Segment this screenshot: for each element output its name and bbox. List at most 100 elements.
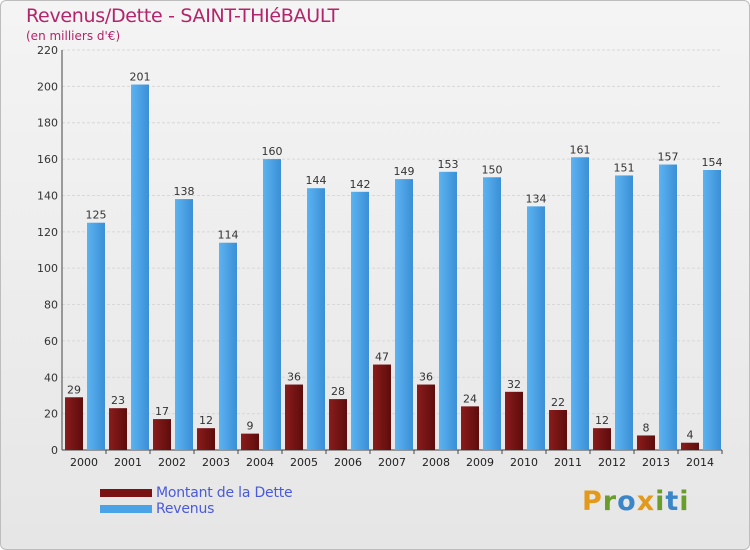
y-tick-label: 140 (37, 189, 58, 202)
data-label-dette: 32 (507, 378, 521, 391)
bar-dette (593, 428, 611, 450)
data-label-dette: 22 (551, 396, 565, 409)
data-label-revenus: 142 (350, 178, 371, 191)
bar-dette (153, 419, 171, 450)
y-tick-label: 200 (37, 80, 58, 93)
x-tick-label: 2002 (158, 456, 186, 469)
data-label-dette: 47 (375, 351, 389, 364)
logo-letter: o (617, 486, 637, 517)
legend-label-dette: Montant de la Dette (156, 485, 293, 501)
data-label-revenus: 114 (218, 229, 239, 242)
bar-dette (417, 384, 435, 450)
y-tick-label: 160 (37, 153, 58, 166)
bar-revenus (571, 157, 589, 451)
data-label-revenus: 149 (394, 165, 415, 178)
bar-dette (549, 410, 567, 450)
bar-dette (461, 406, 479, 450)
data-label-revenus: 154 (702, 156, 723, 169)
x-tick-label: 2013 (642, 456, 670, 469)
data-label-revenus: 153 (438, 158, 459, 171)
logo-letter: r (602, 486, 618, 517)
data-label-revenus: 160 (262, 145, 283, 158)
bar-dette (373, 364, 391, 450)
x-tick-label: 2005 (290, 456, 318, 469)
data-label-revenus: 138 (174, 185, 195, 198)
logo-letter: i (655, 486, 666, 517)
logo-letter: t (665, 486, 680, 517)
data-label-revenus: 151 (614, 161, 635, 174)
y-tick-label: 80 (44, 299, 58, 312)
data-label-revenus: 157 (658, 151, 679, 164)
data-label-dette: 12 (595, 414, 609, 427)
data-label-dette: 29 (67, 383, 81, 396)
y-tick-label: 100 (37, 262, 58, 275)
x-tick-label: 2012 (598, 456, 626, 469)
bar-dette (329, 399, 347, 450)
x-tick-label: 2014 (686, 456, 714, 469)
data-label-dette: 4 (687, 429, 694, 442)
bar-dette (285, 384, 303, 450)
y-tick-label: 20 (44, 408, 58, 421)
data-label-revenus: 144 (306, 174, 327, 187)
data-label-dette: 17 (155, 405, 169, 418)
chart-subtitle: (en milliers d'€) (26, 29, 121, 43)
y-tick-label: 40 (44, 371, 58, 384)
bar-dette (109, 408, 127, 450)
bar-dette (681, 442, 699, 450)
bar-dette (505, 391, 523, 450)
data-label-revenus: 161 (570, 143, 591, 156)
legend-item-revenus: Revenus (100, 501, 292, 517)
legend-label-revenus: Revenus (156, 501, 215, 517)
bar-revenus (307, 188, 325, 450)
bar-revenus (87, 222, 105, 450)
data-label-dette: 28 (331, 385, 345, 398)
proxiti-logo: Proxiti (582, 486, 690, 517)
logo-letter: x (636, 486, 656, 517)
bar-dette (197, 428, 215, 450)
data-label-dette: 8 (643, 421, 650, 434)
y-tick-label: 180 (37, 117, 58, 130)
x-tick-label: 2010 (510, 456, 538, 469)
x-tick-label: 2009 (466, 456, 494, 469)
y-tick-label: 220 (37, 44, 58, 57)
chart-title: Revenus/Dette - SAINT-THIéBAULT (26, 5, 339, 27)
x-tick-label: 2011 (554, 456, 582, 469)
data-label-revenus: 150 (482, 163, 503, 176)
x-tick-label: 2004 (246, 456, 274, 469)
y-tick-label: 0 (51, 444, 58, 457)
x-tick-label: 2007 (378, 456, 406, 469)
data-label-dette: 36 (419, 371, 433, 384)
legend-swatch-revenus (100, 505, 152, 513)
bar-revenus (351, 191, 369, 450)
bar-revenus (703, 170, 721, 450)
data-label-dette: 9 (247, 420, 254, 433)
x-tick-label: 2003 (202, 456, 230, 469)
bar-revenus (527, 206, 545, 450)
legend: Montant de la Dette Revenus (100, 485, 293, 517)
data-label-revenus: 125 (86, 209, 107, 222)
data-label-dette: 24 (463, 392, 477, 405)
data-label-dette: 23 (111, 394, 125, 407)
bar-dette (65, 397, 83, 450)
bar-dette (637, 435, 655, 450)
data-label-revenus: 201 (130, 71, 151, 84)
bar-revenus (439, 171, 457, 450)
y-tick-label: 60 (44, 335, 58, 348)
bar-revenus (219, 242, 237, 450)
bar-revenus (263, 159, 281, 450)
bar-revenus (659, 164, 677, 450)
data-label-revenus: 134 (526, 192, 547, 205)
x-tick-label: 2008 (422, 456, 450, 469)
bar-revenus (131, 84, 149, 450)
bar-revenus (395, 179, 413, 450)
bar-revenus (175, 199, 193, 450)
logo-letter: i (679, 486, 690, 517)
y-tick-label: 120 (37, 226, 58, 239)
x-tick-label: 2001 (114, 456, 142, 469)
data-label-dette: 12 (199, 414, 213, 427)
legend-item-dette: Montant de la Dette (100, 485, 293, 501)
logo-letter: P (582, 486, 603, 517)
legend-swatch-dette (100, 489, 152, 497)
bar-dette (241, 433, 259, 450)
